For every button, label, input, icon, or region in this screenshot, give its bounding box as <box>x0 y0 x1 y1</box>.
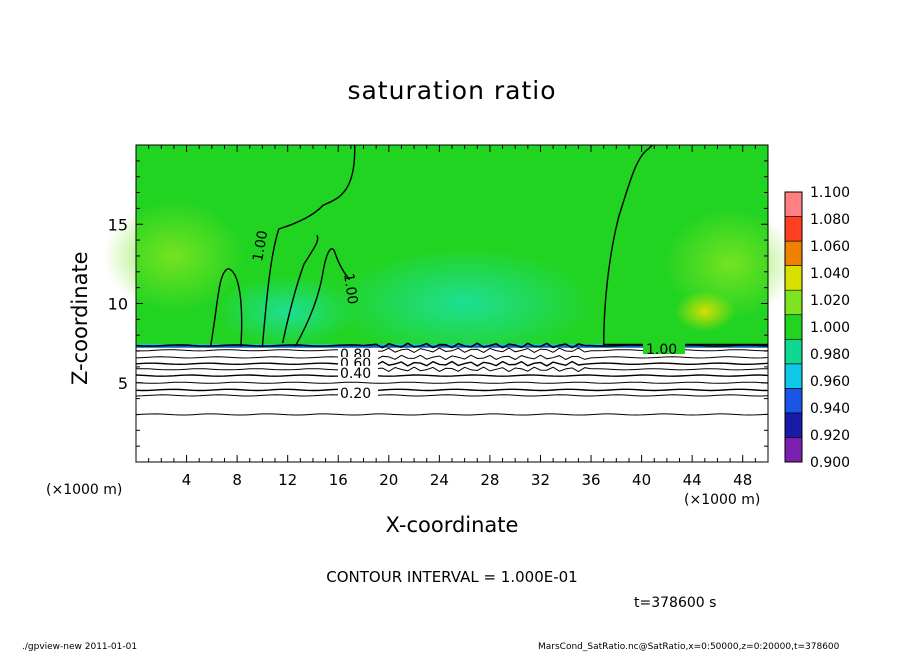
colorbar-label-0: 0.900 <box>810 455 850 471</box>
colorbar-cell-1 <box>784 412 803 438</box>
contour-label-bg-0-20 <box>338 386 378 399</box>
contour-line-lower-7 <box>135 388 769 392</box>
contour-line-lower-2 <box>135 354 769 361</box>
contour-label-0-20: 0.20 <box>340 386 371 402</box>
x-tick-label-20: 20 <box>379 471 398 489</box>
colorbar-frame <box>784 191 803 463</box>
colorbar-cell-8 <box>784 240 803 266</box>
contour-label-bg-0-40 <box>338 366 378 379</box>
colorbar-label-1: 0.920 <box>810 428 850 444</box>
x-axis-label: X-coordinate <box>385 513 519 537</box>
y-tick-label-10: 10 <box>108 295 128 314</box>
colorbar-cell-4 <box>784 338 803 365</box>
field-patch-light-right <box>665 208 796 319</box>
colorbar-label-8: 1.060 <box>810 239 850 255</box>
contour-label-1-00-c: 1.00 <box>646 342 677 358</box>
field-lower-white <box>136 347 768 462</box>
colorbar-cell-5 <box>784 314 803 340</box>
colorbar-label-10: 1.100 <box>810 185 850 201</box>
contour-label-1-00-b: 1.00 <box>340 272 360 305</box>
colorbar-cell-3 <box>784 363 803 389</box>
x-tick-label-4: 4 <box>182 471 192 489</box>
x-tick-label-28: 28 <box>480 471 499 489</box>
contour-interval-text: CONTOUR INTERVAL = 1.000E-01 <box>326 568 578 586</box>
x-tick-label-24: 24 <box>430 471 449 489</box>
time-stamp: t=378600 s <box>634 595 717 611</box>
x-tick-label-40: 40 <box>632 471 651 489</box>
x-unit-label-left: (×1000 m) <box>46 482 123 498</box>
x-tick-label-8: 8 <box>232 471 242 489</box>
colorbar-cell-6 <box>784 289 803 316</box>
field-patch-teal-center <box>334 248 595 359</box>
footer-file-info: MarsCond_SatRatio.nc@SatRatio,x=0:50000,… <box>538 642 840 652</box>
colorbar-label-4: 0.980 <box>810 347 850 363</box>
contour-label-bg-0-80 <box>338 348 378 359</box>
footer-program-info: ./gpview-new 2011-01-01 <box>22 642 138 652</box>
x-tick-label-12: 12 <box>278 471 297 489</box>
colorbar-cell-7 <box>784 265 803 291</box>
colorbar-label-6: 1.020 <box>810 293 850 309</box>
x-tick-label-16: 16 <box>329 471 348 489</box>
contour-line-lower-6 <box>135 381 769 384</box>
contour-1-00-main-left <box>261 144 356 347</box>
contour-label-1-00-a: 1.00 <box>250 229 271 262</box>
contour-label-0-40: 0.40 <box>340 366 371 382</box>
y-axis-label: Z-coordinate <box>68 251 92 385</box>
colorbar-label-9: 1.080 <box>810 212 850 228</box>
contour-1-00-right <box>602 144 653 347</box>
contour-line-lower-5 <box>135 374 769 377</box>
x-tick-label-44: 44 <box>683 471 702 489</box>
chart-title: saturation ratio <box>347 76 557 105</box>
colorbar-cell-0 <box>784 437 803 463</box>
x-tick-label-36: 36 <box>581 471 600 489</box>
field-patch-light-left <box>103 200 244 311</box>
contour-1-00-inner-b <box>294 248 351 347</box>
colorbar-cell-10 <box>784 191 803 217</box>
contour-1-00-inner-a <box>281 234 319 344</box>
colorbar-cell-9 <box>784 216 803 242</box>
y-tick-label-5: 5 <box>118 374 128 393</box>
contour-line-lower-3 <box>135 360 769 367</box>
colorbar-label-3: 0.960 <box>810 374 850 390</box>
y-tick-label-15: 15 <box>108 215 128 234</box>
x-tick-label-48: 48 <box>733 471 752 489</box>
field-patch-teal-left <box>217 276 358 347</box>
contour-label-bg-1-00-c <box>643 341 685 354</box>
contour-line-lower-9 <box>135 413 769 416</box>
field-band-blue <box>136 345 768 348</box>
contour-1-00-loop-a <box>209 267 243 347</box>
colorbar-cell-2 <box>784 388 803 414</box>
colorbar-label-7: 1.040 <box>810 266 850 282</box>
field-band-cyan <box>136 343 768 347</box>
x-tick-label-32: 32 <box>531 471 550 489</box>
contour-line-lower-4 <box>135 366 769 373</box>
colorbar-label-5: 1.000 <box>810 320 850 336</box>
field-patch-yellow <box>674 291 735 332</box>
x-unit-label-right: (×1000 m) <box>684 492 761 508</box>
colorbar-label-2: 0.940 <box>810 401 850 417</box>
contour-line-lower-8 <box>135 394 769 397</box>
